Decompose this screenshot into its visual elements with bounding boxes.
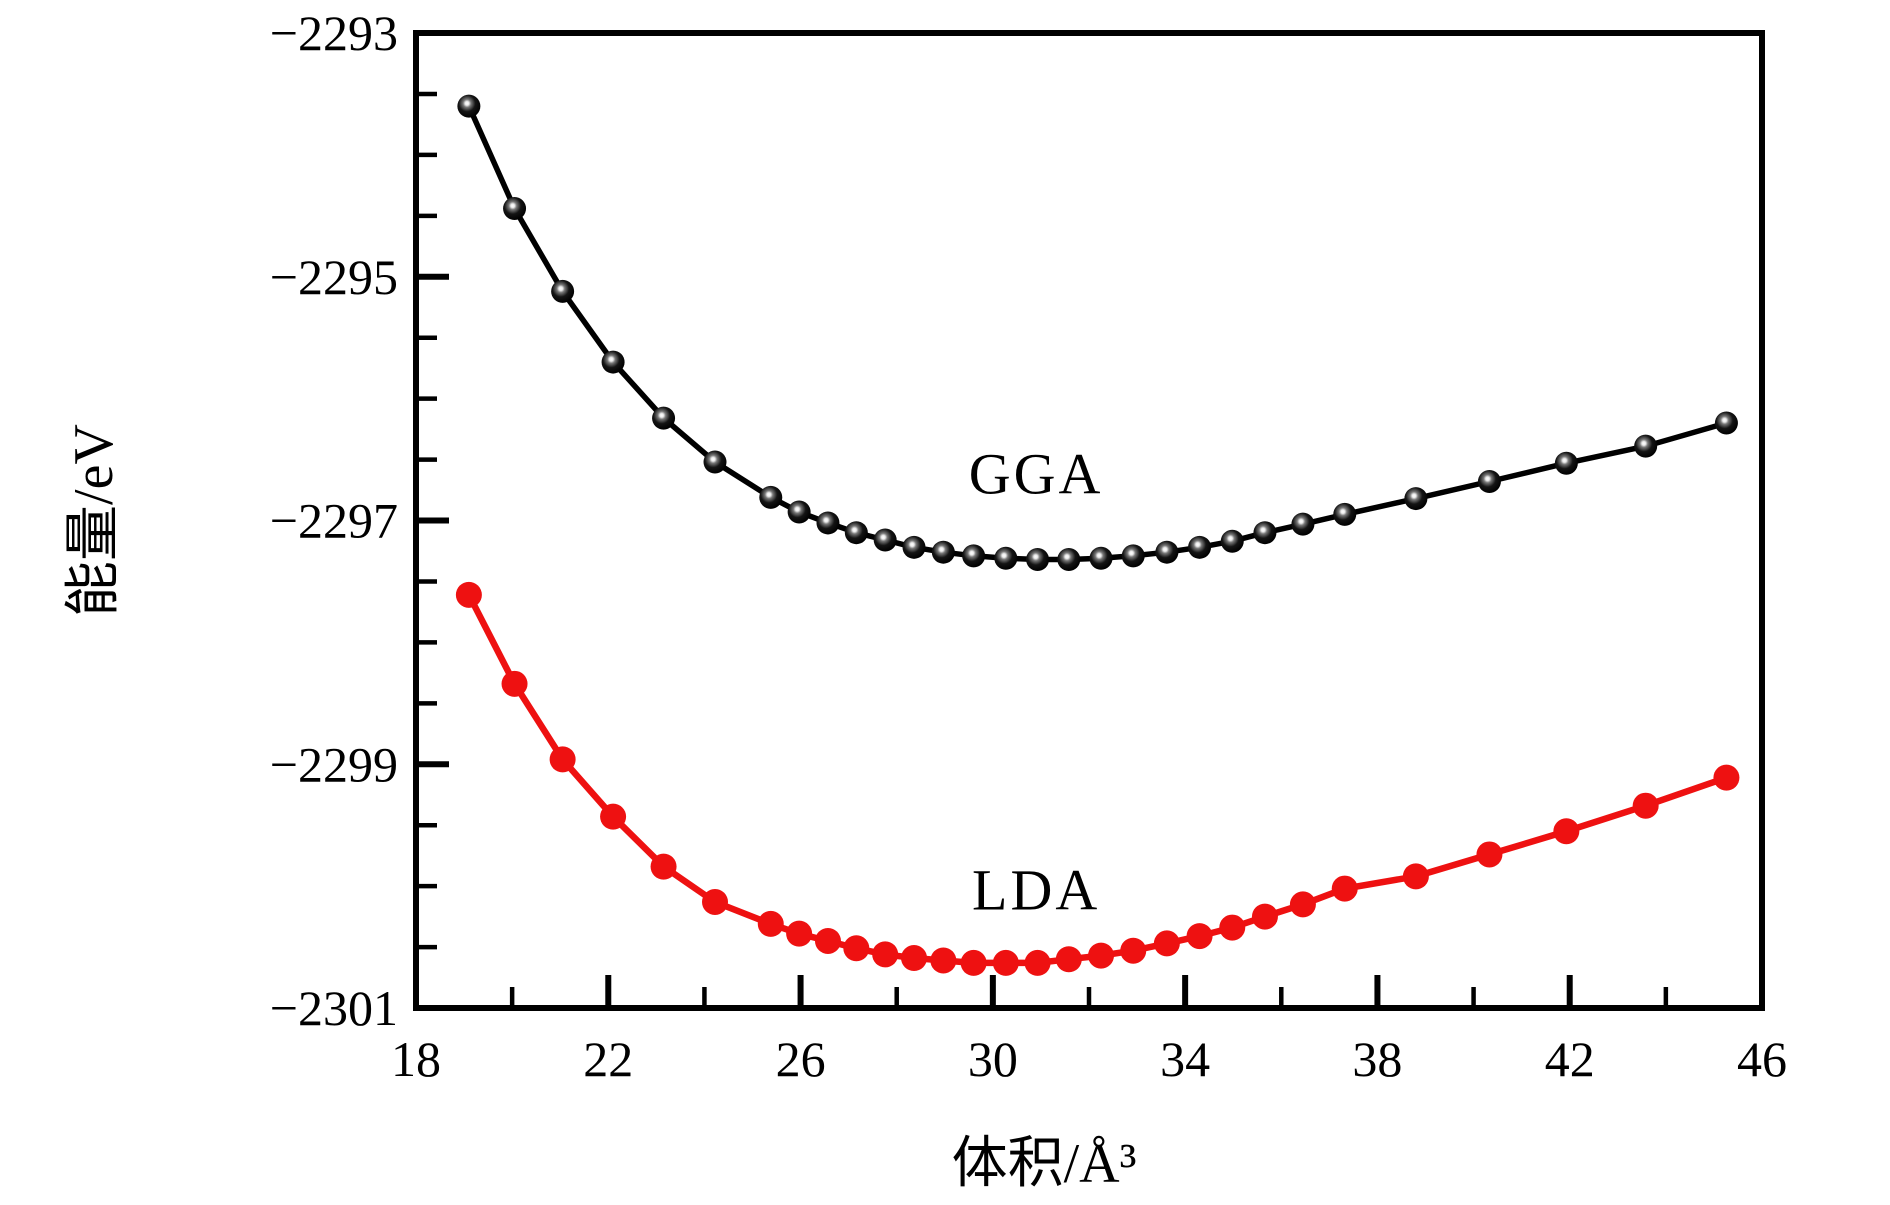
- gga-data-point: [844, 521, 868, 545]
- gga-data-point: [931, 540, 955, 564]
- y-axis-tick-label: −2301: [270, 980, 398, 1036]
- lda-data-point: [1553, 818, 1580, 845]
- gga-data-point: [551, 279, 575, 303]
- lda-data-point: [814, 927, 841, 954]
- x-axis-tick-label: 26: [776, 1031, 826, 1087]
- y-axis-tick-label: −2295: [270, 249, 398, 305]
- x-axis-tick-label: 34: [1160, 1031, 1210, 1087]
- lda-data-point: [549, 746, 576, 773]
- gga-data-point: [994, 546, 1018, 570]
- gga-data-point: [1333, 502, 1357, 526]
- gga-data-point: [1121, 544, 1145, 568]
- gga-data-point: [601, 350, 625, 374]
- x-axis-tick-label: 30: [968, 1031, 1018, 1087]
- gga-data-point: [503, 197, 527, 220]
- y-axis-tick-label: −2297: [270, 493, 398, 549]
- lda-data-point: [757, 910, 784, 937]
- lda-data-point: [501, 670, 528, 697]
- lda-data-point: [1055, 946, 1082, 973]
- lda-data-point: [1120, 937, 1147, 964]
- x-axis-tick-label: 46: [1737, 1031, 1787, 1087]
- gga-data-point: [1155, 540, 1179, 564]
- gga-data-point: [787, 500, 811, 524]
- gga-data-point: [703, 450, 727, 474]
- gga-data-point: [1714, 411, 1738, 435]
- plot-area: 18 22 26 30 34 38 42 46 −2293 −2295 −2297 −2299 −230…: [63, 5, 1787, 1195]
- x-axis-title: 体积/Å³: [952, 1133, 1137, 1195]
- lda-data-point: [960, 949, 987, 976]
- gga-data-point: [1404, 487, 1428, 511]
- lda-data-point: [872, 941, 899, 968]
- lda-data-point: [786, 920, 813, 947]
- lda-curve-label: LDA: [972, 857, 1100, 922]
- gga-data-point: [1026, 548, 1050, 571]
- y-axis-title: 能量/eV: [63, 424, 125, 617]
- gga-data-point: [759, 485, 783, 509]
- gga-data-point: [652, 406, 676, 430]
- lda-data-point: [1088, 942, 1115, 969]
- gga-data-point: [1220, 529, 1244, 553]
- lda-data-point: [1251, 903, 1278, 930]
- lda-data-point: [901, 945, 928, 972]
- gga-data-point: [962, 544, 986, 568]
- gga-data-point: [1554, 451, 1578, 475]
- x-axis-tick-label: 18: [391, 1031, 441, 1087]
- gga-curve-label: GGA: [969, 442, 1104, 507]
- plot-frame: [413, 30, 1765, 1011]
- gga-data-point: [1188, 535, 1212, 559]
- lda-data-point: [1289, 891, 1316, 918]
- lda-data-point: [1476, 841, 1503, 868]
- y-axis-tick-label: −2299: [270, 736, 398, 792]
- lda-data-point: [1632, 792, 1659, 819]
- lda-data-point: [1402, 863, 1429, 890]
- lda-data-point: [650, 853, 677, 880]
- lda-data-point: [1331, 875, 1358, 902]
- x-axis-tick-label: 38: [1352, 1031, 1402, 1087]
- lda-data-point: [1186, 923, 1213, 950]
- gga-data-point: [1057, 548, 1081, 571]
- gga-data-point: [1253, 521, 1277, 545]
- lda-data-point: [1713, 764, 1740, 791]
- lda-data-point: [455, 581, 482, 608]
- lda-data-point: [992, 949, 1019, 976]
- gga-data-point: [902, 535, 926, 559]
- lda-data-point: [843, 935, 870, 962]
- lda-data-point: [1024, 949, 1051, 976]
- gga-data-point: [1291, 512, 1315, 536]
- gga-data-point: [1089, 546, 1113, 570]
- gga-data-point: [1477, 470, 1501, 493]
- lda-data-point: [1153, 930, 1180, 957]
- gga-data-point: [816, 511, 840, 535]
- x-axis-tick-label: 42: [1545, 1031, 1595, 1087]
- lda-data-point: [1219, 914, 1246, 941]
- y-axis-tick-label: −2293: [270, 5, 398, 61]
- x-axis-tick-label: 22: [583, 1031, 633, 1087]
- lda-data-point: [930, 947, 957, 974]
- gga-data-point: [457, 94, 481, 118]
- lda-data-point: [600, 803, 627, 830]
- gga-data-point: [873, 528, 897, 552]
- gga-data-point: [1634, 434, 1658, 458]
- lda-data-point: [702, 888, 729, 915]
